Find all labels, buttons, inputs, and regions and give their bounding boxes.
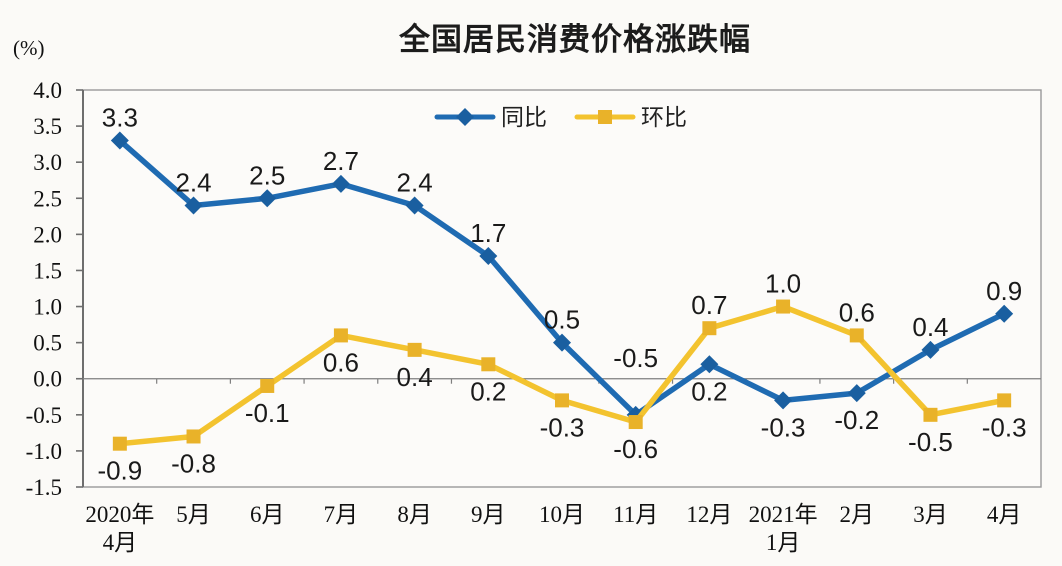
data-point-marker-diamond xyxy=(258,189,277,208)
data-point-label: 3.3 xyxy=(102,103,138,133)
data-point-label: 1.7 xyxy=(470,218,506,248)
data-point-marker-diamond xyxy=(479,247,498,266)
data-point-label: 0.2 xyxy=(470,376,506,406)
data-point-label: -0.2 xyxy=(834,405,879,435)
data-point-marker-diamond xyxy=(774,391,793,410)
y-axis-tick-label: 3.5 xyxy=(33,114,62,139)
data-point-marker-square xyxy=(260,378,275,393)
data-point-label: 2.4 xyxy=(397,167,433,197)
y-axis-tick-label: -1.5 xyxy=(26,475,62,500)
data-point-marker-square xyxy=(112,436,127,451)
y-axis-tick-label: 1.5 xyxy=(33,258,62,283)
data-point-marker-square xyxy=(849,328,864,343)
data-point-label: 0.7 xyxy=(691,290,727,320)
y-axis-tick-label: 2.5 xyxy=(33,186,62,211)
y-axis-tick-label: 2.0 xyxy=(33,222,62,247)
data-point-marker-diamond xyxy=(553,333,571,352)
data-point-label: 0.4 xyxy=(397,362,433,392)
y-axis-tick-label: 0.0 xyxy=(33,367,62,392)
data-point-marker-square xyxy=(776,299,791,314)
x-axis-category-label: 8月 xyxy=(397,502,432,527)
x-axis-category-label: 9月 xyxy=(471,502,506,527)
data-point-marker-diamond xyxy=(456,108,474,126)
x-axis-category-label: 11月 xyxy=(613,502,658,527)
data-point-marker-square xyxy=(407,342,422,357)
data-point-marker-diamond xyxy=(110,131,129,150)
data-point-label: -0.9 xyxy=(97,456,142,486)
data-point-label: 0.9 xyxy=(986,276,1022,306)
x-axis-category-label: 2020年 xyxy=(85,502,154,527)
data-point-marker-square xyxy=(333,328,348,343)
data-point-marker-diamond xyxy=(995,304,1014,323)
x-axis-category-label: 1月 xyxy=(766,530,801,555)
x-axis-category-label: 5月 xyxy=(176,502,211,527)
data-point-marker-square xyxy=(186,429,201,444)
x-axis-category-label: 12月 xyxy=(686,502,732,527)
y-axis-tick-label: 4.0 xyxy=(33,78,62,103)
data-point-marker-diamond xyxy=(921,340,940,359)
data-point-label: 0.5 xyxy=(544,305,580,335)
y-axis-tick-label: 3.0 xyxy=(33,150,62,175)
data-point-label: -0.5 xyxy=(908,427,953,457)
legend-label-环比: 环比 xyxy=(641,104,687,130)
y-axis-tick-label: -1.0 xyxy=(26,439,62,464)
data-point-label: -0.8 xyxy=(171,448,216,478)
data-point-label: 2.7 xyxy=(323,146,359,176)
data-point-label: -0.1 xyxy=(245,398,290,428)
data-point-marker-square xyxy=(997,393,1012,408)
data-point-marker-square xyxy=(628,415,643,430)
data-point-marker-diamond xyxy=(847,384,866,403)
x-axis-category-label: 7月 xyxy=(324,502,359,527)
x-axis-category-label: 4月 xyxy=(103,530,138,555)
data-point-marker-square xyxy=(702,321,717,336)
data-point-label: 0.6 xyxy=(839,297,875,327)
x-axis-category-label: 10月 xyxy=(539,502,585,527)
data-point-label: -0.3 xyxy=(761,412,806,442)
data-point-label: 2.5 xyxy=(249,160,285,190)
data-point-label: 2.4 xyxy=(175,167,211,197)
data-point-marker-square xyxy=(923,407,938,422)
chart-title: 全国居民消费价格涨跌幅 xyxy=(399,22,751,57)
data-point-label: -0.3 xyxy=(982,412,1027,442)
data-point-label: 0.4 xyxy=(912,312,948,342)
data-point-marker-diamond xyxy=(700,355,719,374)
data-point-label: -0.6 xyxy=(613,434,658,464)
x-axis-category-label: 4月 xyxy=(987,502,1022,527)
data-point-label: 0.2 xyxy=(691,376,727,406)
data-point-label: 1.0 xyxy=(765,269,801,299)
legend-label-同比: 同比 xyxy=(501,104,547,130)
x-axis-category-label: 2月 xyxy=(840,502,875,527)
y-axis-tick-label: 1.0 xyxy=(33,295,62,320)
x-axis-category-label: 2021年 xyxy=(749,502,818,527)
data-point-marker-square xyxy=(481,357,496,372)
data-point-marker-square xyxy=(598,110,612,124)
data-point-marker-diamond xyxy=(405,196,424,215)
x-axis-category-label: 3月 xyxy=(913,502,948,527)
x-axis-category-label: 6月 xyxy=(250,502,285,527)
data-point-label: 0.6 xyxy=(323,347,359,377)
plot-area xyxy=(82,89,1042,488)
data-point-marker-square xyxy=(555,393,569,408)
data-point-label: -0.3 xyxy=(540,412,585,442)
y-axis-tick-label: 0.5 xyxy=(33,331,62,356)
y-axis-tick-label: -0.5 xyxy=(26,403,62,428)
data-point-marker-diamond xyxy=(331,174,350,193)
data-point-marker-diamond xyxy=(184,196,203,215)
data-point-label: -0.5 xyxy=(613,343,658,373)
y-axis-unit-label: (%) xyxy=(13,36,45,60)
